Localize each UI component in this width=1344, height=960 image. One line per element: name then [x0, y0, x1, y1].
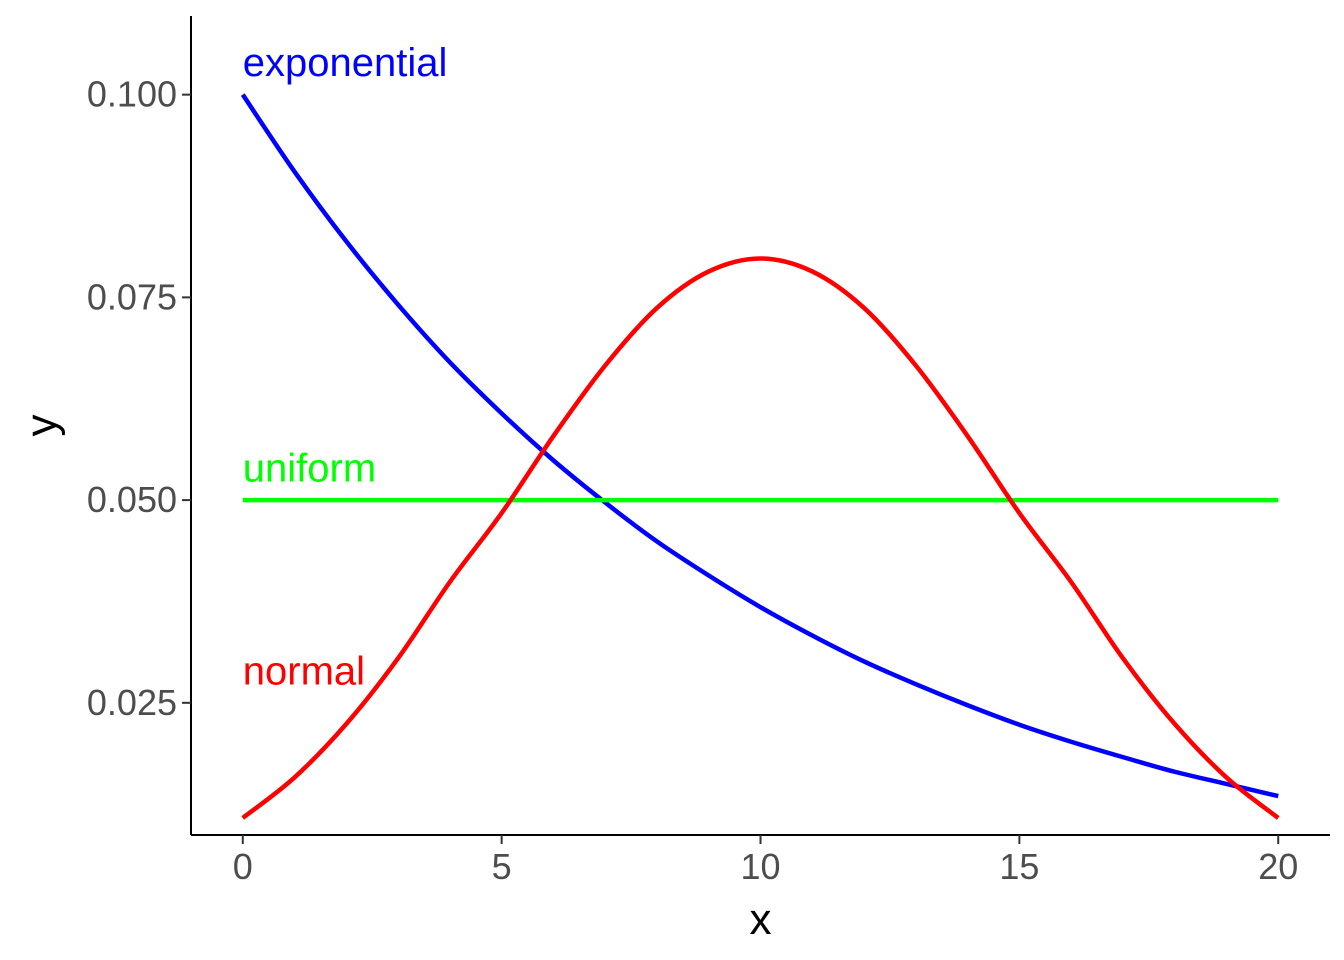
ticks-layer: 0 5 10 15 20 0.025 0.050 0.075 0.100	[87, 74, 1298, 887]
y-tick-label: 0.050	[87, 479, 177, 520]
y-tick-label: 0.075	[87, 276, 177, 317]
series-line-exponential	[240, 93, 1279, 799]
series-layer	[240, 93, 1280, 820]
x-tick-label: 20	[1258, 846, 1298, 887]
x-axis-title: x	[750, 895, 772, 944]
x-tick-label: 5	[492, 846, 512, 887]
axes-layer	[190, 16, 1330, 836]
x-tick-label: 0	[233, 846, 253, 887]
annotation-exponential: exponential	[243, 41, 448, 85]
y-tick-label: 0.100	[87, 74, 177, 115]
annotations-layer: exponential uniform normal	[243, 41, 448, 693]
y-axis-title: y	[17, 415, 66, 437]
x-tick-label: 15	[999, 846, 1039, 887]
series-line-normal	[241, 256, 1280, 820]
y-tick-label: 0.025	[87, 682, 177, 723]
annotation-uniform: uniform	[243, 447, 376, 491]
x-tick-label: 10	[740, 846, 780, 887]
annotation-normal: normal	[243, 649, 365, 693]
